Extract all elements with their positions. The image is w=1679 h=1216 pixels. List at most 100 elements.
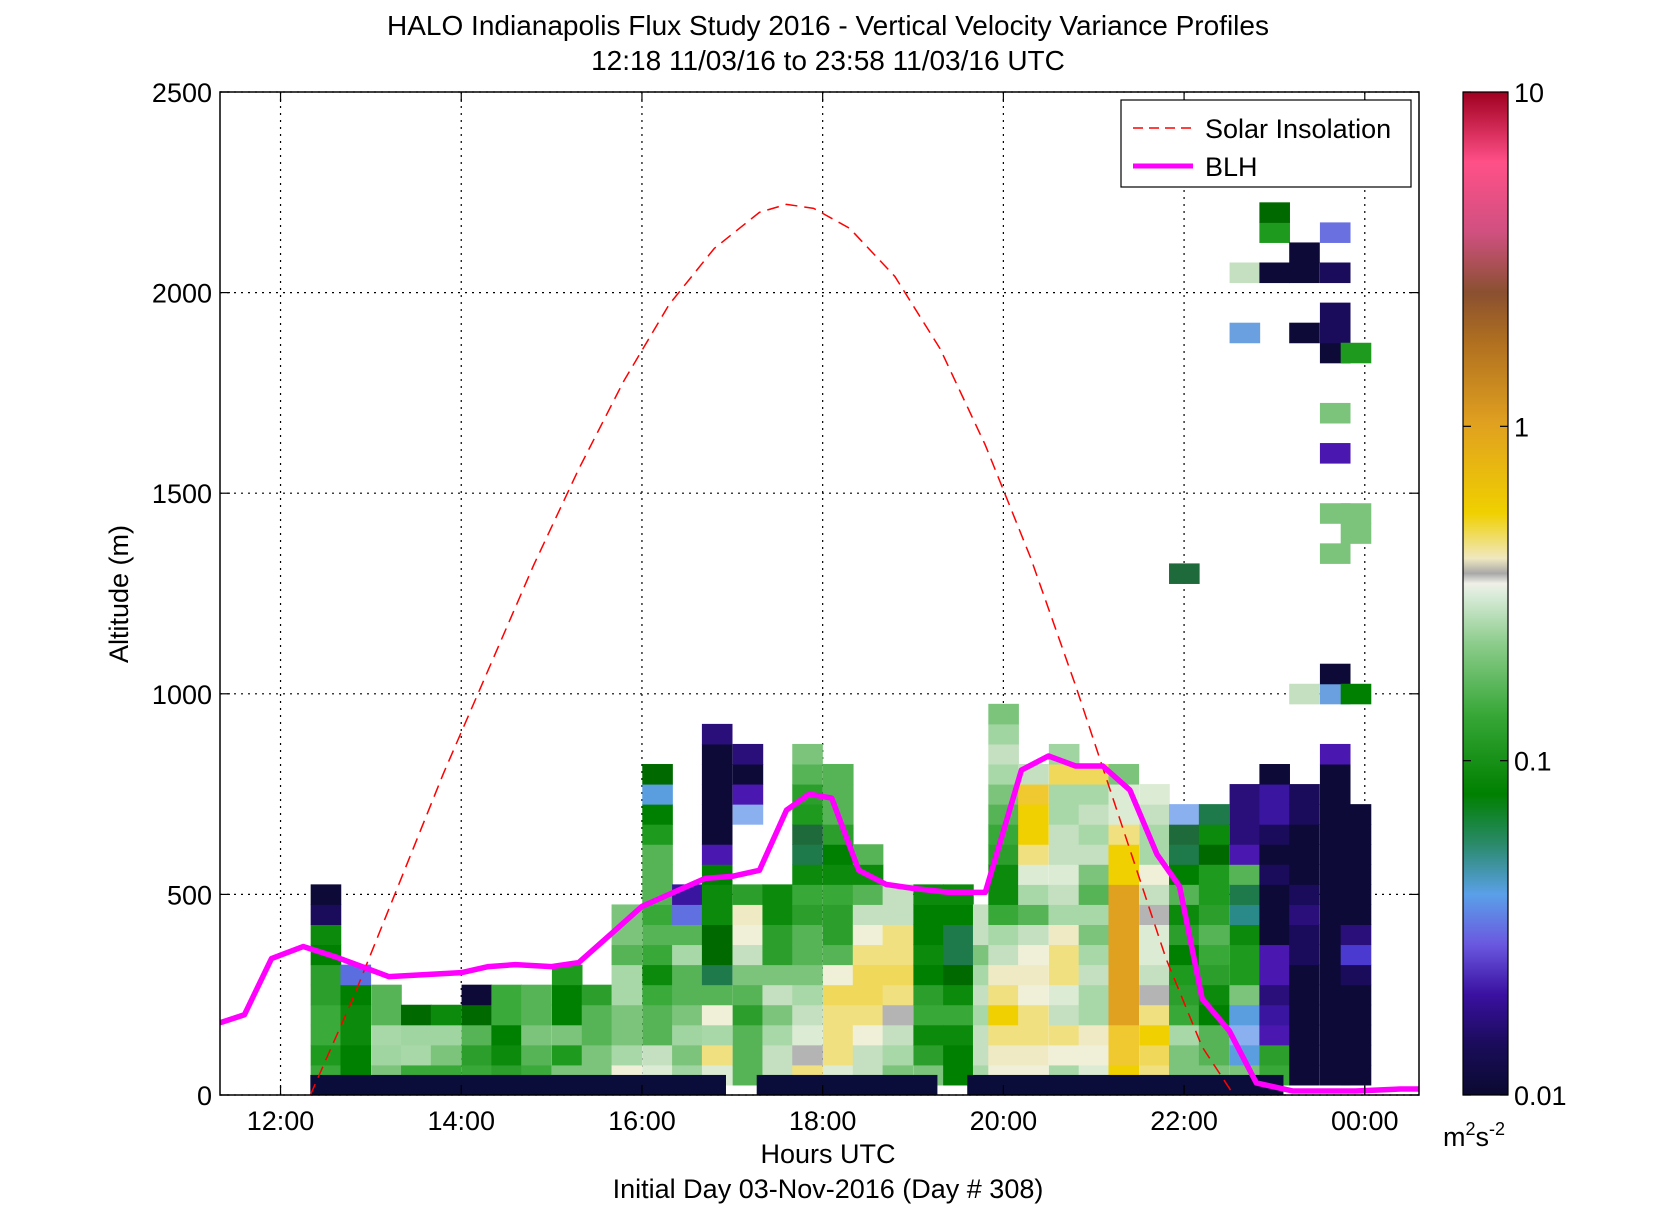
colorbar-tick-label: 0.01: [1514, 1081, 1567, 1111]
heatmap-cell: [1048, 824, 1080, 845]
heatmap-cell: [461, 1024, 493, 1046]
heatmap-cell: [1139, 784, 1170, 805]
heatmap-cell: [988, 864, 1019, 885]
heatmap-cell: [340, 1004, 372, 1026]
heatmap-cell: [1018, 964, 1049, 986]
heatmap-cell: [1198, 844, 1230, 865]
heatmap-cell: [1259, 984, 1290, 1006]
heatmap-cell: [1198, 924, 1230, 946]
heatmap-cell: [1048, 904, 1080, 925]
heatmap-cell: [310, 984, 342, 1006]
heatmap-cell: [1108, 944, 1140, 966]
heatmap-cell: [1319, 262, 1351, 284]
heatmap-cell: [822, 764, 854, 785]
heatmap-cell: [581, 984, 613, 1006]
heatmap-cell: [913, 904, 944, 925]
colorbar-tick-label: 1: [1514, 412, 1529, 442]
legend: Solar Insolation BLH: [1120, 99, 1412, 188]
heatmap-cell: [988, 884, 1019, 905]
heatmap-cell: [1169, 563, 1200, 584]
heatmap-cell: [1289, 904, 1320, 925]
heatmap-cell: [1289, 784, 1320, 805]
heatmap-cell: [1139, 964, 1170, 986]
heatmap-cell: [1319, 443, 1351, 464]
heatmap-cell: [943, 1024, 974, 1046]
heatmap-cell: [1229, 864, 1261, 885]
heatmap-cell: [913, 924, 944, 946]
heatmap-cell: [1289, 964, 1320, 986]
heatmap-cell: [1229, 844, 1261, 865]
heatmap-cell: [1198, 964, 1230, 986]
heatmap-cell: [1340, 523, 1372, 544]
heatmap-cell: [1198, 804, 1230, 825]
heatmap-cell: [1048, 1024, 1080, 1046]
heatmap-cell: [1108, 964, 1140, 986]
heatmap-cell: [521, 984, 552, 1006]
heatmap-cell: [1139, 804, 1170, 825]
heatmap-cell: [551, 1044, 583, 1066]
heatmap-cell: [1198, 884, 1230, 905]
heatmap-cell: [701, 1004, 733, 1026]
heatmap-cell: [822, 1004, 854, 1026]
heatmap-cell: [943, 964, 974, 986]
y-tick-label: 500: [167, 880, 212, 910]
heatmap-cell: [792, 904, 823, 925]
heatmap-cell: [1229, 884, 1261, 905]
heatmap-cell: [732, 1004, 764, 1026]
heatmap-cell: [642, 824, 673, 845]
heatmap-cell: [1319, 663, 1351, 685]
heatmap-cell: [1340, 503, 1372, 524]
heatmap-cell: [1198, 904, 1230, 925]
heatmap-cell: [491, 1044, 522, 1066]
y-tick-label: 1500: [152, 479, 212, 509]
heatmap-cell: [1259, 864, 1290, 885]
heatmap-cell: [1319, 743, 1351, 765]
heatmap-cell: [1340, 1044, 1372, 1066]
heatmap-cell: [732, 764, 764, 785]
heatmap-cell: [1048, 804, 1080, 825]
heatmap-cell: [611, 944, 643, 966]
heatmap-cell: [701, 824, 733, 845]
heatmap-cell: [1108, 824, 1140, 845]
heatmap-cell: [1259, 844, 1290, 865]
heatmap-cell: [1289, 844, 1320, 865]
heatmap-cell: [913, 1024, 944, 1046]
heatmap-cell: [310, 1004, 342, 1026]
heatmap-cell: [732, 964, 764, 986]
heatmap-cell: [762, 1004, 794, 1026]
heatmap-cell: [672, 964, 703, 986]
heatmap-cell: [1018, 1024, 1049, 1046]
heatmap-cell: [1229, 964, 1261, 986]
heatmap-cell: [551, 1024, 583, 1046]
x-tick-label: 16:00: [608, 1106, 676, 1136]
heatmap-cell: [943, 1064, 974, 1086]
heatmap-cell: [1229, 804, 1261, 825]
heatmap-cell: [1259, 924, 1290, 946]
heatmap-cell: [1139, 904, 1170, 925]
heatmap-cell: [1340, 1004, 1372, 1026]
heatmap-cell: [1198, 864, 1230, 885]
heatmap-cell: [1259, 904, 1290, 925]
heatmap-cell: [1319, 222, 1351, 243]
heatmap-cell: [1018, 784, 1049, 805]
heatmap-cell: [1139, 944, 1170, 966]
heatmap-cell: [882, 964, 914, 986]
heatmap-cell: [642, 1044, 673, 1066]
heatmap-cell: [672, 1004, 703, 1026]
heatmap-cell: [521, 1004, 552, 1026]
heatmap-cell: [1198, 944, 1230, 966]
heatmap-cell: [1108, 1044, 1140, 1066]
heatmap-cell: [1289, 322, 1320, 344]
legend-box: [1120, 99, 1412, 188]
heatmap-cell: [988, 1004, 1019, 1026]
heatmap-cell: [1259, 222, 1290, 243]
heatmap-cell: [1169, 884, 1200, 905]
heatmap-cell: [1169, 1024, 1200, 1046]
heatmap-cell: [1078, 924, 1110, 946]
heatmap-cell: [1319, 764, 1351, 785]
heatmap-cell: [1259, 1044, 1290, 1066]
heatmap-cell: [943, 1004, 974, 1026]
heatmap-cell: [732, 924, 764, 946]
heatmap-cell: [762, 1024, 794, 1046]
heatmap-cell: [310, 884, 342, 905]
